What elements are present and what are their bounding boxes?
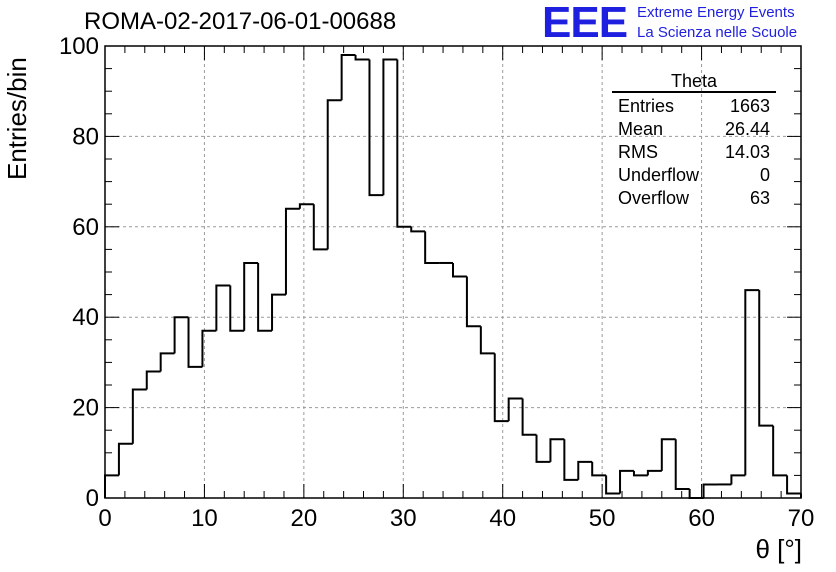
stats-value: 1663: [729, 96, 770, 116]
histogram-bin: [312, 204, 328, 251]
histogram-bin: [424, 231, 440, 264]
histogram-bin: [632, 470, 648, 477]
x-tick-labels: 0 10 20 30 40 50 60 70: [98, 505, 814, 532]
x-tick-label: 50: [589, 505, 616, 532]
y-tick-label: 60: [72, 214, 99, 241]
x-tick-label: 10: [191, 505, 218, 532]
stats-label: Overflow: [618, 188, 690, 208]
x-tick-label: 30: [390, 505, 417, 532]
y-tick-label: 20: [72, 395, 99, 422]
histogram-bin: [535, 434, 551, 463]
histogram-bin: [340, 54, 356, 101]
histogram-bin: [619, 469, 634, 494]
stats-row-overflow: Overflow 63: [612, 187, 776, 210]
histogram-bin: [452, 262, 467, 278]
histogram-bin: [521, 398, 537, 436]
y-axis-label: Entries/bin: [2, 57, 32, 180]
histogram-bin: [159, 352, 175, 372]
stats-row-rms: RMS 14.03: [612, 141, 776, 164]
histogram-bin: [702, 483, 718, 498]
histogram-bin: [493, 353, 509, 423]
x-tick-label: 0: [98, 505, 111, 532]
stats-row-mean: Mean 26.44: [612, 118, 776, 141]
histogram-bin: [298, 203, 314, 209]
logo-line-2: La Scienza nelle Scuole: [637, 24, 798, 41]
stats-label: RMS: [618, 142, 658, 162]
x-tick-label: 70: [788, 505, 815, 532]
stats-value: 0: [759, 165, 770, 185]
stats-title: Theta: [612, 72, 776, 93]
eee-logo: EEE: [542, 0, 628, 47]
stats-value: 14.03: [724, 142, 770, 162]
histogram-bin: [187, 317, 203, 368]
histogram-bin: [507, 397, 523, 422]
stats-value: 63: [749, 188, 770, 208]
histogram-bin: [563, 439, 579, 481]
histogram-bin: [396, 59, 412, 228]
y-tick-labels: 0 20 40 60 80 100: [59, 33, 99, 512]
stats-label: Mean: [618, 119, 664, 139]
histogram-bars: [104, 54, 802, 499]
histogram-bin: [786, 475, 801, 495]
histogram-bin: [646, 469, 662, 476]
histogram-bin: [758, 290, 774, 427]
histogram-bin: [465, 276, 481, 328]
histogram-bin: [173, 316, 189, 354]
histogram-bin: [674, 439, 690, 490]
histogram-bin: [201, 329, 217, 367]
x-axis-label: θ [°]: [755, 534, 802, 564]
x-tick-label: 40: [489, 505, 516, 532]
stats-row-underflow: Underflow 0: [612, 164, 776, 187]
histogram-bin: [354, 55, 370, 61]
grid-lines: [105, 46, 801, 498]
stats-value: 26.44: [724, 119, 770, 139]
histogram-bin: [730, 474, 746, 485]
histogram-bin: [284, 207, 300, 295]
histogram-bin: [257, 262, 273, 332]
stats-label: Entries: [618, 96, 675, 116]
histogram-bin: [326, 99, 342, 250]
histogram-bin: [479, 326, 495, 355]
x-tick-label: 60: [688, 505, 715, 532]
histogram-bin: [229, 285, 245, 332]
y-tick-label: 100: [59, 33, 99, 60]
histogram-bin: [131, 388, 147, 444]
histogram-bin: [271, 293, 286, 331]
histogram-bin: [368, 59, 384, 197]
histogram-bin: [744, 289, 760, 476]
histogram-bin: [243, 261, 259, 331]
histogram-bin: [605, 475, 621, 495]
y-tick-label: 80: [72, 123, 99, 150]
histogram-bin: [549, 438, 565, 462]
histogram-bin: [772, 425, 788, 477]
histogram-bin: [591, 461, 607, 477]
stats-row-entries: Entries 1663: [612, 95, 776, 118]
histogram-bin: [410, 226, 426, 233]
stats-box: Theta Entries 1663 Mean 26.44 RMS 14.03 …: [612, 72, 776, 210]
axis-ticks: [104, 45, 802, 499]
y-tick-label: 40: [72, 304, 99, 331]
histogram-bin: [382, 58, 398, 196]
histogram-bin: [104, 474, 119, 498]
histogram-bin: [145, 370, 161, 390]
stats-label: Underflow: [618, 165, 700, 185]
histogram-bin: [215, 284, 231, 331]
histogram-bin: [660, 438, 676, 471]
y-tick-label: 0: [86, 485, 99, 512]
histogram-bin: [577, 460, 593, 480]
logo-line-1: Extreme Energy Events: [637, 4, 795, 21]
histogram-bin: [117, 442, 133, 476]
chart-title: ROMA-02-2017-06-01-00688: [84, 8, 397, 35]
x-tick-label: 20: [291, 505, 318, 532]
